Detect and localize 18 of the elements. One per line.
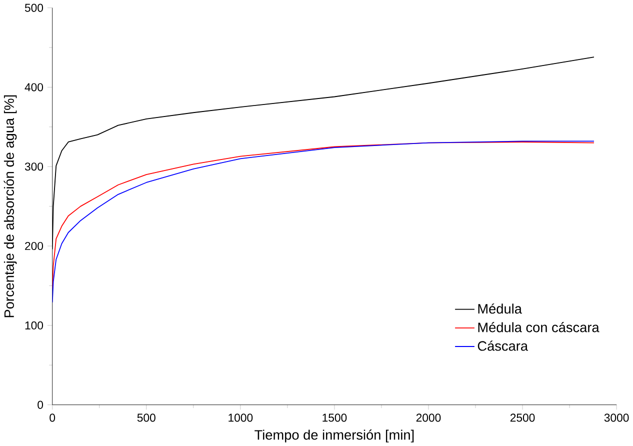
legend-label: Médula con cáscara [478, 322, 600, 332]
y-tick-label: 100 [25, 321, 44, 330]
x-tick-label: 2500 [510, 414, 535, 422]
x-tick-label: 1000 [228, 414, 253, 422]
x-tick-label: 0 [50, 414, 56, 422]
y-axis-title: Porcentaje de absorción de agua [%] [4, 95, 17, 318]
x-tick-label: 2000 [416, 414, 441, 422]
x-tick-label: 3000 [604, 414, 629, 422]
legend-label: Médula [478, 303, 522, 314]
y-tick-label: 200 [25, 242, 44, 250]
legend-label: Cáscara [478, 340, 528, 351]
x-axis-title: Tiempo de inmersión [min] [254, 429, 414, 442]
x-tick-label: 500 [137, 414, 156, 422]
y-tick-label: 400 [24, 83, 44, 92]
y-tick-label: 500 [24, 4, 44, 12]
y-tick-label: 300 [24, 162, 44, 171]
y-tick-label: 0 [38, 400, 44, 409]
x-tick-label: 1500 [322, 414, 347, 422]
